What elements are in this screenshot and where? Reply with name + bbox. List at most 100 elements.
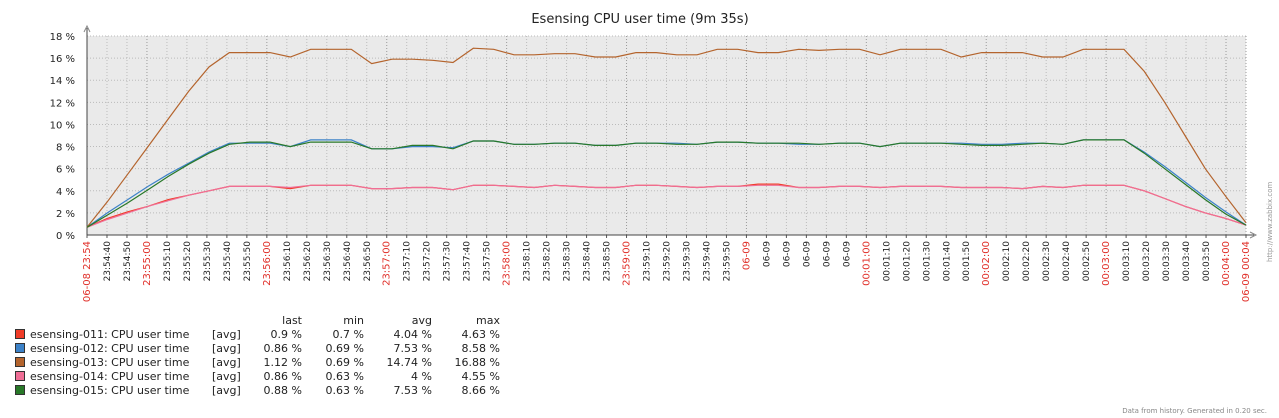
x-tick-label: 00:02:20	[1022, 241, 1032, 282]
legend-last: 0.86 %	[263, 369, 302, 383]
x-tick-label: 00:01:50	[962, 241, 972, 282]
x-tick-label: 23:56:30	[323, 241, 333, 282]
x-tick-label: 00:02:10	[1002, 241, 1012, 282]
x-axis-arrow	[1249, 231, 1258, 239]
legend-agg: [avg]	[212, 327, 241, 341]
x-tick-label: 00:01:00	[861, 241, 872, 286]
x-tick-label: 23:58:00	[502, 241, 513, 286]
legend: last min avg max esensing-011: CPU user …	[15, 313, 500, 397]
y-tick-label: 14 %	[50, 76, 75, 87]
y-tick-label: 4 %	[56, 187, 75, 198]
x-tick-label: 00:03:20	[1142, 241, 1152, 282]
x-tick-label: 23:55:00	[142, 241, 153, 286]
legend-series-name: esensing-012: CPU user time	[30, 341, 190, 355]
legend-last: 0.88 %	[263, 383, 302, 397]
legend-header-min: min	[343, 313, 364, 327]
legend-avg: 4 %	[411, 369, 432, 383]
y-tick-label: 2 %	[56, 209, 75, 220]
legend-last: 0.86 %	[263, 341, 302, 355]
x-tick-label: 23:55:20	[183, 241, 193, 282]
x-tick-label: 23:58:30	[563, 241, 573, 282]
legend-max: 8.58 %	[461, 341, 500, 355]
x-tick-label: 00:02:40	[1062, 241, 1072, 282]
y-axis-arrow	[83, 24, 91, 33]
x-tick-label: 23:58:10	[523, 241, 533, 282]
legend-header-avg: avg	[411, 313, 432, 327]
y-tick-label: 10 %	[50, 120, 75, 131]
x-tick-label: 00:02:00	[981, 241, 992, 286]
x-tick-label: 23:55:40	[223, 241, 233, 282]
generation-footer: Data from history. Generated in 0.20 sec…	[1122, 407, 1267, 415]
legend-avg: 4.04 %	[393, 327, 432, 341]
x-tick-label: 23:58:50	[603, 241, 613, 282]
x-tick-label: 00:01:40	[942, 241, 952, 282]
y-tick-label: 0 %	[56, 231, 75, 242]
x-tick-label: 23:55:30	[203, 241, 213, 282]
x-tick-label: 23:55:50	[243, 241, 253, 282]
legend-agg: [avg]	[212, 341, 241, 355]
legend-avg: 14.74 %	[386, 355, 432, 369]
legend-row: esensing-015: CPU user time [avg] 0.88 %…	[15, 383, 500, 397]
x-tick-label: 00:01:30	[922, 241, 932, 282]
legend-last: 1.12 %	[263, 355, 302, 369]
legend-avg: 7.53 %	[393, 383, 432, 397]
legend-min: 0.69 %	[325, 341, 364, 355]
x-tick-label: 00:02:30	[1042, 241, 1052, 282]
legend-max: 8.66 %	[461, 383, 500, 397]
legend-min: 0.69 %	[325, 355, 364, 369]
legend-min: 0.7 %	[332, 327, 364, 341]
x-tick-label: 00:03:10	[1122, 241, 1132, 282]
legend-last: 0.9 %	[270, 327, 302, 341]
legend-max: 4.55 %	[461, 369, 500, 383]
x-tick-label: 23:57:20	[423, 241, 433, 282]
legend-series-name: esensing-013: CPU user time	[30, 355, 190, 369]
legend-swatch	[15, 385, 25, 395]
legend-row: esensing-011: CPU user time [avg] 0.9 % …	[15, 327, 500, 341]
x-tick-label: 00:02:50	[1082, 241, 1092, 282]
x-tick-label: 00:03:50	[1202, 241, 1212, 282]
legend-swatch	[15, 343, 25, 353]
x-tick-label: 23:54:50	[123, 241, 133, 282]
legend-swatch	[15, 371, 25, 381]
x-tick-label: 23:56:50	[363, 241, 373, 282]
series-line	[86, 47, 1247, 228]
y-tick-label: 8 %	[56, 143, 75, 154]
x-tick-label: 23:59:00	[622, 241, 633, 286]
x-tick-label: 23:57:30	[443, 241, 453, 282]
x-tick-label: 23:59:30	[682, 241, 692, 282]
y-tick-label: 12 %	[50, 98, 75, 109]
x-tick-label: 23:57:40	[463, 241, 473, 282]
x-tick-label: 00:03:40	[1182, 241, 1192, 282]
legend-max: 16.88 %	[454, 355, 500, 369]
legend-agg: [avg]	[212, 369, 241, 383]
zabbix-watermark: http://www.zabbix.com	[1266, 181, 1274, 262]
x-tick-label: 06-09	[822, 241, 832, 267]
legend-max: 4.63 %	[461, 327, 500, 341]
legend-agg: [avg]	[212, 383, 241, 397]
x-tick-label: 23:56:00	[262, 241, 273, 286]
legend-header-last: last	[282, 313, 302, 327]
y-tick-label: 6 %	[56, 165, 75, 176]
x-tick-label: 23:58:20	[543, 241, 553, 282]
legend-swatch	[15, 329, 25, 339]
legend-min: 0.63 %	[325, 369, 364, 383]
x-tick-label: 06-09	[741, 241, 752, 270]
legend-series-name: esensing-014: CPU user time	[30, 369, 190, 383]
y-tick-label: 18 %	[50, 32, 75, 43]
legend-row: esensing-014: CPU user time [avg] 0.86 %…	[15, 369, 500, 383]
x-tick-label: 06-08 23:54	[82, 241, 93, 302]
legend-min: 0.63 %	[325, 383, 364, 397]
x-tick-label: 00:01:20	[902, 241, 912, 282]
legend-header-max: max	[476, 313, 500, 327]
x-tick-label: 23:56:20	[303, 241, 313, 282]
x-tick-label: 23:55:10	[163, 241, 173, 282]
legend-series-name: esensing-011: CPU user time	[30, 327, 190, 341]
x-tick-label: 00:03:30	[1162, 241, 1172, 282]
series-line	[86, 184, 1247, 228]
x-tick-label: 23:56:40	[343, 241, 353, 282]
x-tick-label: 06-09	[802, 241, 812, 267]
x-tick-label: 06-09	[842, 241, 852, 267]
x-tick-label: 23:59:40	[702, 241, 712, 282]
x-tick-label: 23:59:20	[663, 241, 673, 282]
